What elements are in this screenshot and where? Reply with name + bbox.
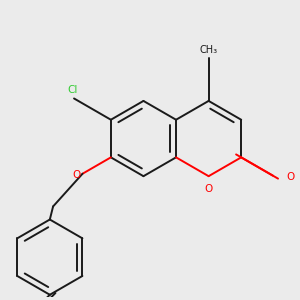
Text: O: O: [286, 172, 295, 182]
Text: O: O: [73, 170, 81, 180]
Text: O: O: [205, 184, 213, 194]
Text: CH₃: CH₃: [200, 45, 218, 55]
Text: Cl: Cl: [67, 85, 78, 95]
